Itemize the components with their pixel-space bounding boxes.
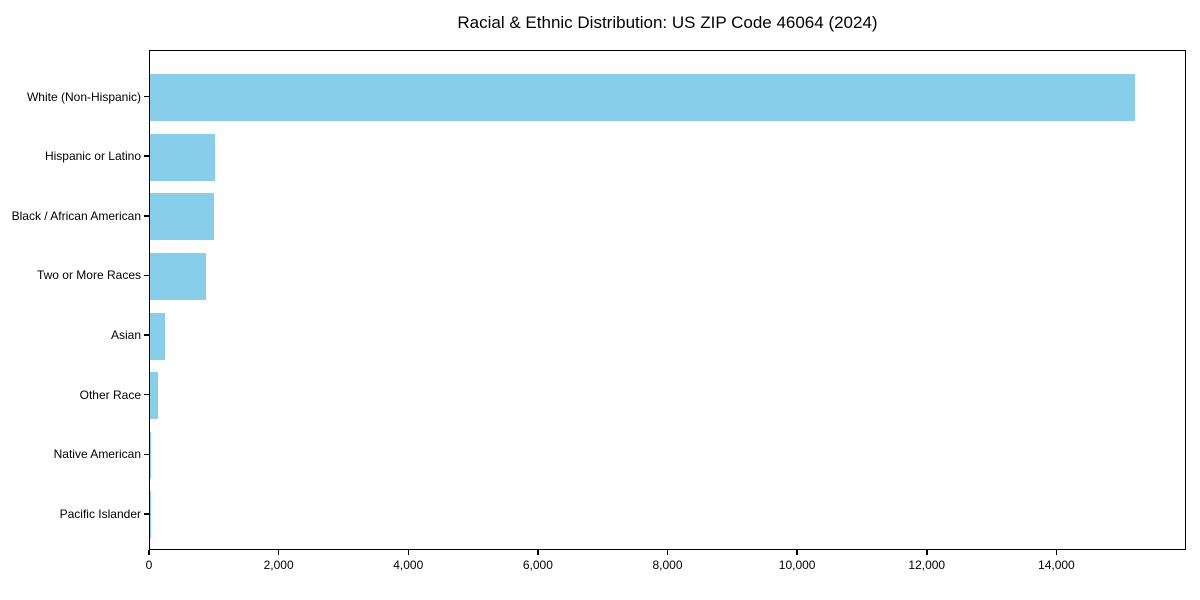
x-tick-label-5: 10,000	[778, 558, 816, 572]
y-tick-mark	[144, 453, 149, 456]
x-tick-label-4: 8,000	[652, 558, 683, 572]
chart-title: Racial & Ethnic Distribution: US ZIP Cod…	[457, 13, 878, 32]
bar-white-non-hispanic	[150, 74, 1136, 121]
bar-native-american	[150, 431, 151, 479]
x-tick-mark	[1055, 550, 1058, 555]
y-tick-mark	[144, 513, 149, 515]
bar-other-race	[150, 372, 158, 420]
y-tick-label-hispanic-or-latino: Hispanic or Latino	[44, 149, 141, 164]
bar-hispanic-or-latino	[150, 133, 216, 181]
y-tick-label-native-american: Native American	[53, 447, 141, 462]
y-tick-mark	[144, 393, 149, 396]
x-tick-mark	[926, 550, 928, 555]
y-tick-mark	[144, 274, 149, 277]
y-tick-label-pacific-islander: Pacific Islander	[59, 506, 141, 521]
y-tick-label-two-or-more-races: Two or More Races	[36, 268, 141, 283]
x-tick-label-1: 2,000	[263, 558, 294, 572]
x-tick-label-0: 0	[145, 558, 153, 572]
y-tick-label-asian: Asian	[110, 328, 141, 343]
x-tick-mark	[537, 550, 539, 555]
y-tick-label-white-non-hispanic: White (Non-Hispanic)	[26, 89, 141, 104]
x-tick-label-6: 12,000	[908, 558, 946, 572]
y-tick-mark	[144, 95, 149, 98]
y-tick-mark	[144, 155, 149, 157]
x-tick-mark	[407, 550, 409, 555]
plot-area	[149, 50, 1186, 550]
x-tick-label-3: 6,000	[522, 558, 553, 572]
bar-two-or-more-races	[150, 252, 206, 300]
x-tick-mark	[796, 550, 798, 555]
y-tick-mark	[144, 215, 149, 217]
x-tick-label-2: 4,000	[393, 558, 424, 572]
y-tick-label-black-african-american: Black / African American	[11, 208, 141, 223]
y-tick-mark	[144, 334, 149, 336]
x-tick-mark	[277, 550, 280, 555]
bar-black-african-american	[150, 193, 215, 241]
y-tick-label-other-race: Other Race	[79, 387, 141, 402]
x-tick-label-7: 14,000	[1038, 558, 1075, 572]
bar-asian	[150, 312, 165, 360]
x-tick-mark	[666, 550, 669, 555]
x-tick-mark	[148, 550, 150, 555]
